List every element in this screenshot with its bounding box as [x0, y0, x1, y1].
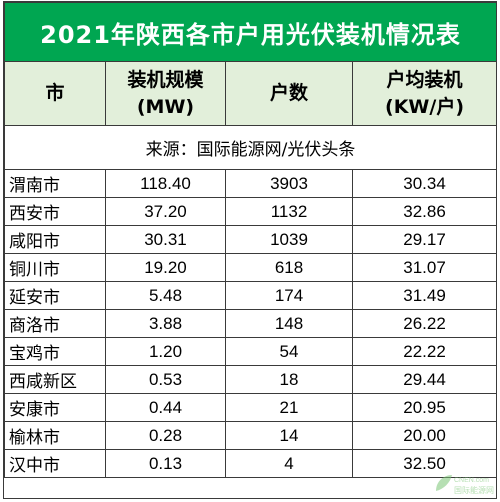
cell-households: 18	[225, 365, 353, 394]
cell-capacity: 30.31	[105, 225, 226, 254]
table-row: 安康市 0.44 21 20.95	[4, 393, 498, 422]
cell-average: 29.17	[351, 225, 498, 254]
header-average-label: 户均装机	[386, 68, 463, 91]
source-row: 来源：国际能源网/光伏头条	[3, 125, 498, 170]
header-capacity-unit: (MW)	[136, 95, 195, 118]
cell-average: 31.07	[351, 253, 498, 282]
cell-capacity: 0.13	[105, 449, 226, 478]
cell-city: 商洛市	[4, 309, 106, 338]
cell-households: 54	[225, 337, 353, 366]
cell-households: 21	[225, 393, 353, 422]
watermark-text-top: CNEN.com	[454, 477, 489, 484]
cell-average: 29.44	[351, 365, 498, 394]
cell-city: 安康市	[4, 393, 106, 422]
header-capacity: 装机规模 (MW)	[105, 61, 226, 126]
cell-households: 14	[225, 421, 353, 450]
cell-city: 榆林市	[4, 421, 106, 450]
cell-capacity: 3.88	[105, 309, 226, 338]
cell-average: 26.22	[351, 309, 498, 338]
cell-capacity: 19.20	[105, 253, 226, 282]
header-households-label: 户数	[269, 82, 308, 104]
cell-capacity: 0.53	[105, 365, 226, 394]
cell-households: 148	[225, 309, 353, 338]
table-row: 铜川市 19.20 618 31.07	[4, 253, 498, 282]
table-row: 西安市 37.20 1132 32.86	[4, 197, 498, 226]
cell-households: 1132	[225, 197, 353, 226]
cell-average: 20.95	[351, 393, 498, 422]
cell-capacity: 118.40	[105, 169, 226, 198]
cell-average: 30.34	[351, 169, 498, 198]
pv-installation-table: 2021年陕西各市户用光伏装机情况表 市 装机规模 (MW) 户数 户均装机 (…	[3, 2, 498, 478]
cell-households: 1039	[225, 225, 353, 254]
cell-city: 延安市	[4, 281, 106, 310]
cell-city: 铜川市	[4, 253, 106, 282]
cell-city: 西咸新区	[4, 365, 106, 394]
header-city: 市	[4, 61, 106, 126]
header-city-label: 市	[45, 82, 65, 104]
table-row: 榆林市 0.28 14 20.00	[4, 421, 498, 450]
cell-average: 20.00	[351, 421, 498, 450]
title-row: 2021年陕西各市户用光伏装机情况表	[3, 2, 498, 62]
table-row: 咸阳市 30.31 1039 29.17	[4, 225, 498, 254]
table-title: 2021年陕西各市户用光伏装机情况表	[3, 2, 498, 62]
cell-capacity: 1.20	[105, 337, 226, 366]
cell-households: 4	[225, 449, 353, 478]
watermark-logo: CNEN.com 国际能源网	[432, 471, 494, 497]
header-households: 户数	[225, 61, 353, 126]
cell-average: 31.49	[351, 281, 498, 310]
cell-city: 渭南市	[4, 169, 106, 198]
source-note: 来源：国际能源网/光伏头条	[3, 125, 498, 170]
cell-average: 32.50	[351, 449, 498, 478]
table-row: 宝鸡市 1.20 54 22.22	[4, 337, 498, 366]
cell-city: 西安市	[4, 197, 106, 226]
header-average-unit: (KW/户)	[385, 95, 465, 118]
cell-capacity: 0.28	[105, 421, 226, 450]
leaf-logo-icon: CNEN.com 国际能源网	[436, 475, 494, 495]
header-average: 户均装机 (KW/户)	[351, 61, 498, 126]
watermark-text-bottom: 国际能源网	[454, 485, 494, 495]
cell-capacity: 5.48	[105, 281, 226, 310]
cell-households: 174	[225, 281, 353, 310]
header-capacity-label: 装机规模	[127, 68, 204, 91]
header-row: 市 装机规模 (MW) 户数 户均装机 (KW/户)	[4, 61, 498, 126]
cell-capacity: 0.44	[105, 393, 226, 422]
cell-households: 618	[225, 253, 353, 282]
table-row: 延安市 5.48 174 31.49	[4, 281, 498, 310]
cell-capacity: 37.20	[105, 197, 226, 226]
table-row: 西咸新区 0.53 18 29.44	[4, 365, 498, 394]
cell-households: 3903	[225, 169, 353, 198]
cell-average: 32.86	[351, 197, 498, 226]
table-row: 渭南市 118.40 3903 30.34	[4, 169, 498, 198]
table-row: 商洛市 3.88 148 26.22	[4, 309, 498, 338]
cell-city: 宝鸡市	[4, 337, 106, 366]
data-sheet: 2021年陕西各市户用光伏装机情况表 市 装机规模 (MW) 户数 户均装机 (…	[3, 1, 498, 499]
cell-average: 22.22	[351, 337, 498, 366]
cell-city: 汉中市	[4, 449, 106, 478]
table-row: 汉中市 0.13 4 32.50	[4, 449, 498, 478]
cell-city: 咸阳市	[4, 225, 106, 254]
